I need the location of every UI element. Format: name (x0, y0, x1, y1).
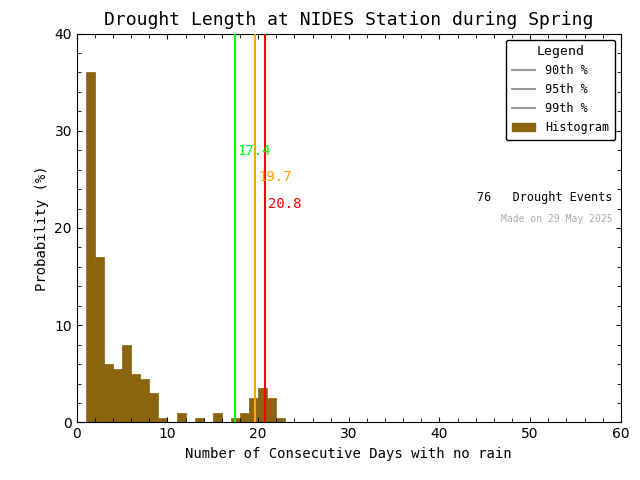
Bar (177, 413, 186, 422)
Bar (195, 418, 204, 422)
Bar (140, 379, 149, 422)
Text: 17.4: 17.4 (237, 144, 271, 158)
Legend: 90th %, 95th %, 99th %, Histogram: 90th %, 95th %, 99th %, Histogram (506, 39, 615, 140)
Text: 20.8: 20.8 (268, 197, 301, 211)
Bar (104, 364, 113, 422)
Bar (113, 369, 122, 422)
X-axis label: Number of Consecutive Days with no rain: Number of Consecutive Days with no rain (186, 447, 512, 461)
Y-axis label: Probability (%): Probability (%) (35, 165, 49, 291)
Bar (240, 413, 249, 422)
Bar (149, 393, 158, 422)
Bar (158, 418, 168, 422)
Bar (276, 418, 285, 422)
Bar (249, 398, 258, 422)
Bar (212, 413, 222, 422)
Text: Made on 29 May 2025: Made on 29 May 2025 (501, 215, 612, 224)
Bar (131, 374, 140, 422)
Bar (231, 418, 240, 422)
Bar (86, 72, 95, 422)
Text: 19.7: 19.7 (258, 170, 292, 184)
Title: Drought Length at NIDES Station during Spring: Drought Length at NIDES Station during S… (104, 11, 593, 29)
Bar (268, 398, 276, 422)
Bar (122, 345, 131, 422)
Bar (258, 388, 268, 422)
Bar (95, 257, 104, 422)
Text: 76   Drought Events: 76 Drought Events (477, 191, 612, 204)
